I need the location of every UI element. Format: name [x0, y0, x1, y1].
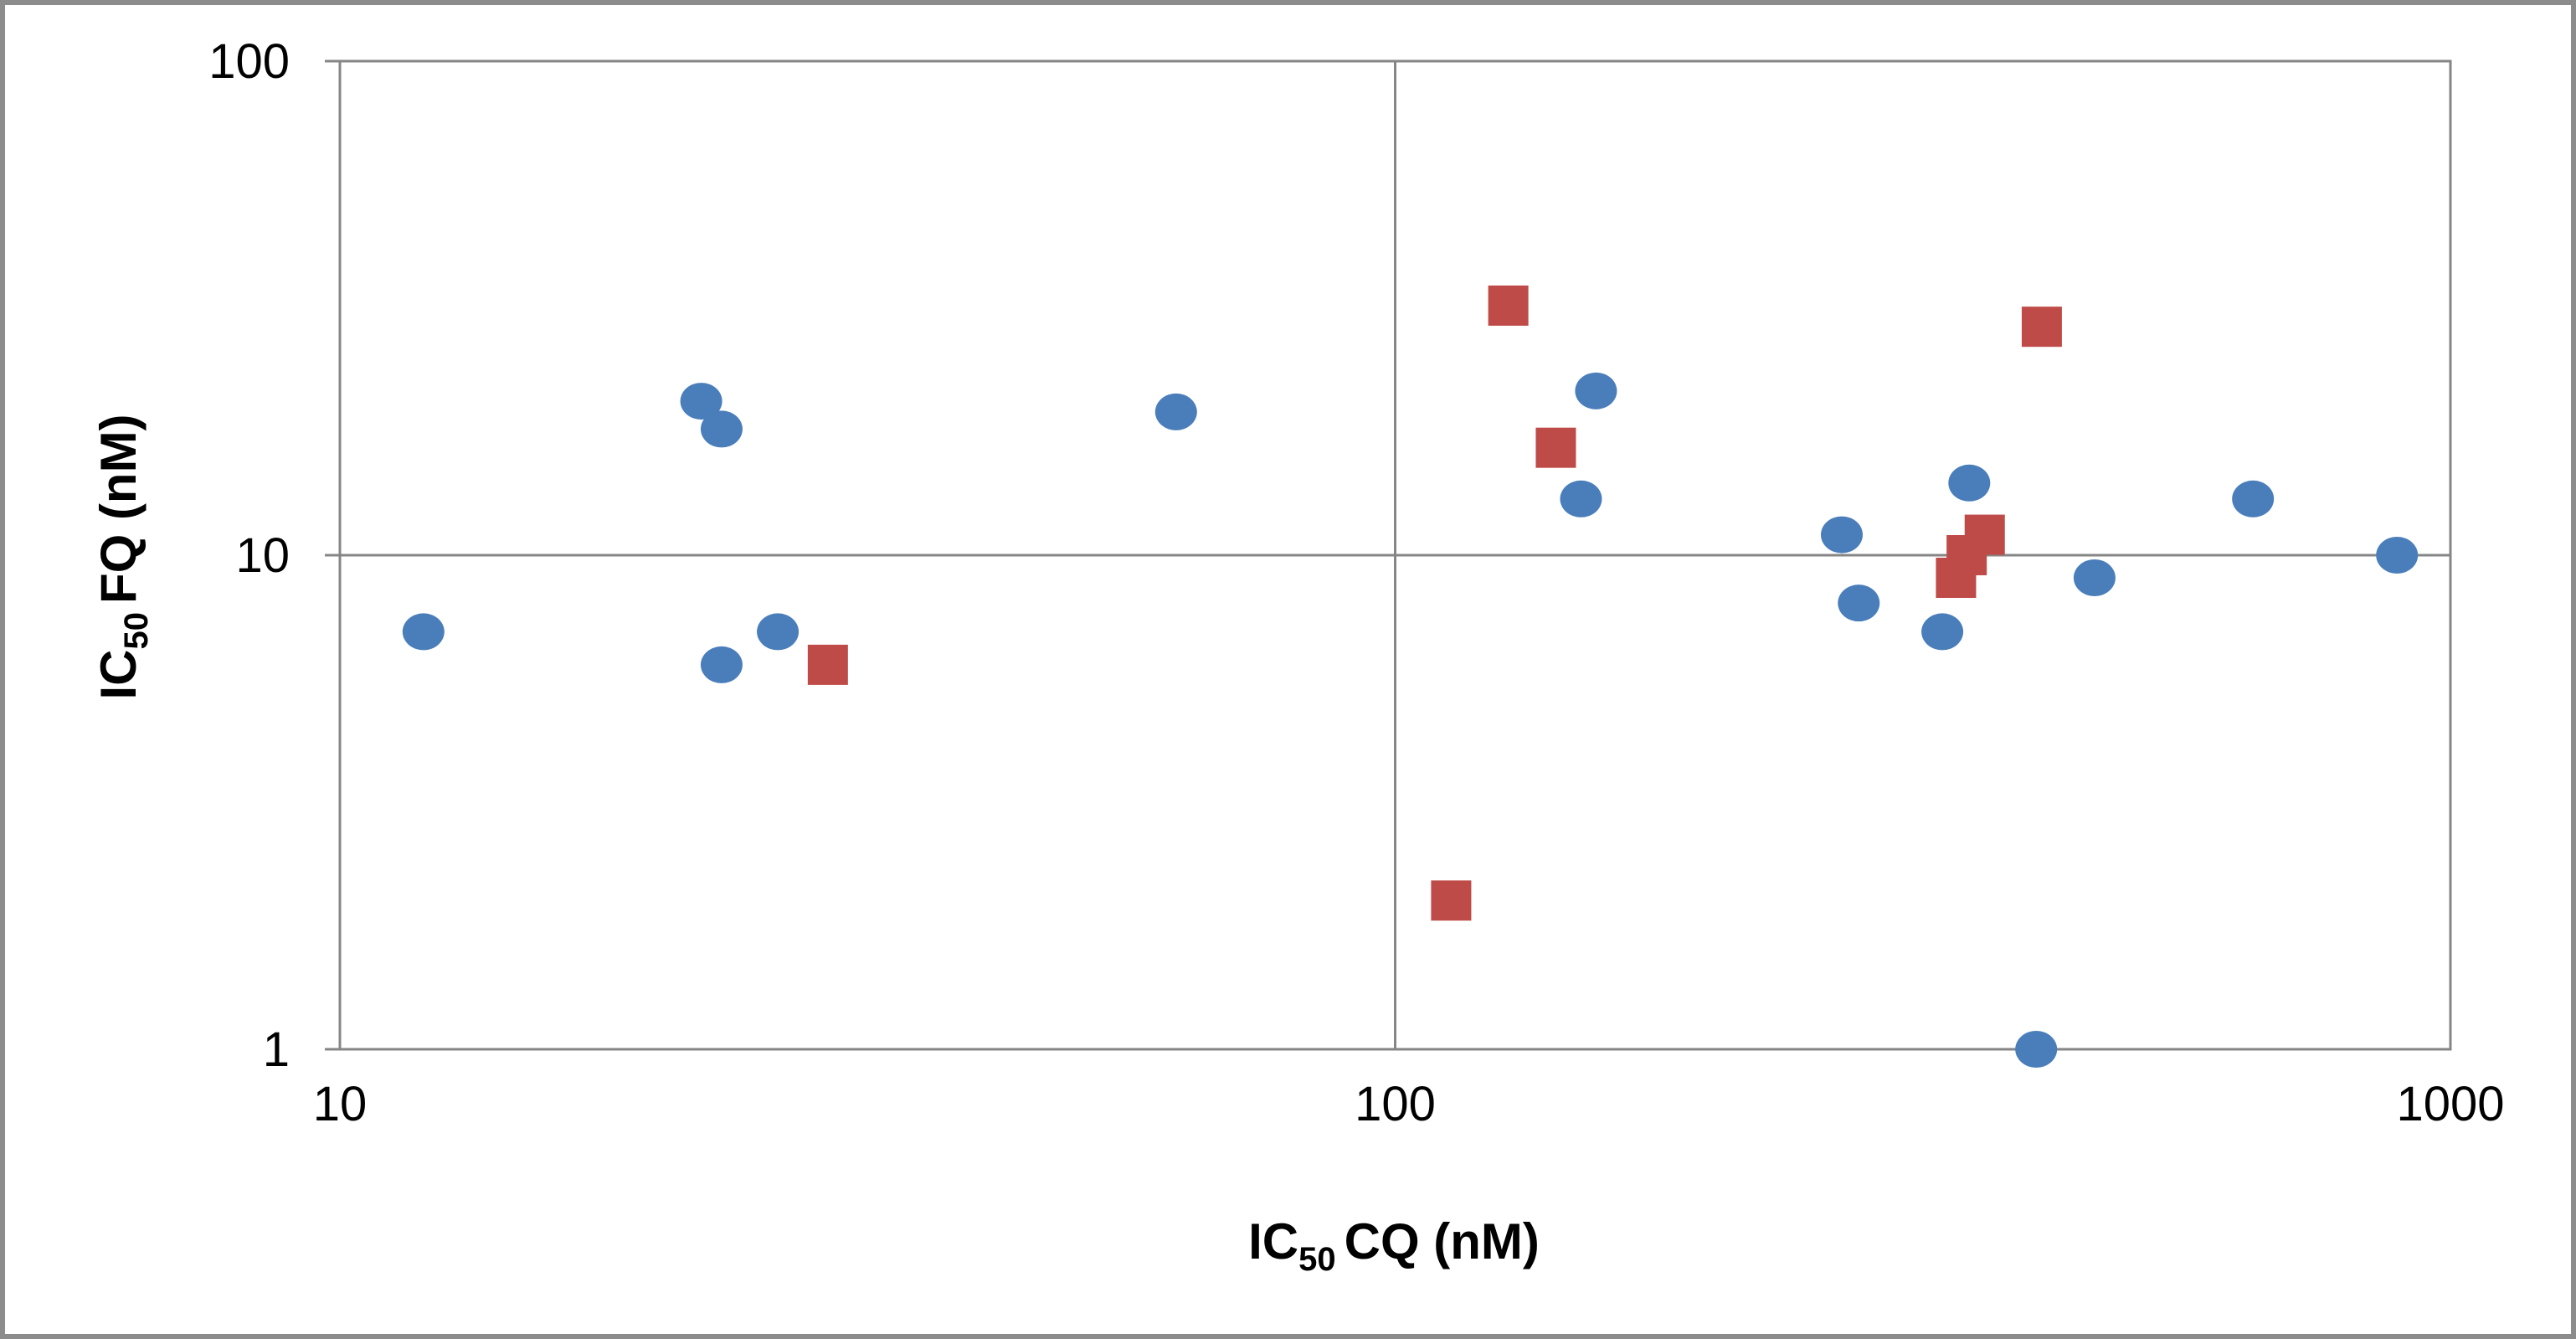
data-point-circle [700, 646, 743, 683]
data-point-square [2021, 306, 2062, 348]
data-points [402, 285, 2419, 1068]
data-point-square [807, 644, 848, 685]
data-point-circle [680, 383, 722, 420]
y-tick-label: 100 [208, 34, 290, 89]
x-axis-title: IC50 CQ (nM) [1248, 1213, 1540, 1278]
data-point-circle [1560, 480, 1602, 518]
data-point-square [1535, 427, 1576, 468]
data-point-circle [1921, 613, 1964, 651]
data-point-circle [1154, 393, 1197, 430]
data-point-circle [2376, 537, 2419, 574]
plot-area [338, 59, 2452, 1051]
data-point-circle [757, 613, 800, 651]
data-point-circle [1575, 372, 1617, 409]
data-point-circle [402, 613, 445, 651]
data-point-square [1488, 285, 1529, 326]
tick-labels: 10 100 1000 1 10 100 [208, 34, 2504, 1131]
data-point-circle [2073, 559, 2116, 596]
data-point-circle [1838, 585, 1880, 622]
data-point-square [1964, 514, 2005, 555]
data-point-circle [2015, 1031, 2058, 1068]
plot-border [338, 59, 2452, 1051]
grid [325, 59, 2452, 1051]
x-tick-label: 10 [313, 1077, 368, 1131]
y-tick-label: 1 [263, 1022, 290, 1077]
x-tick-label: 1000 [2396, 1077, 2504, 1131]
x-tick-label: 100 [1355, 1077, 1436, 1131]
y-axis-title: IC50FQ (nM) [90, 414, 155, 699]
data-point-circle [1948, 464, 1991, 502]
data-point-circle [2232, 480, 2275, 518]
data-point-circle [700, 410, 743, 448]
data-point-square [1431, 880, 1472, 921]
data-point-circle [1821, 516, 1864, 554]
y-tick-label: 10 [235, 528, 290, 583]
